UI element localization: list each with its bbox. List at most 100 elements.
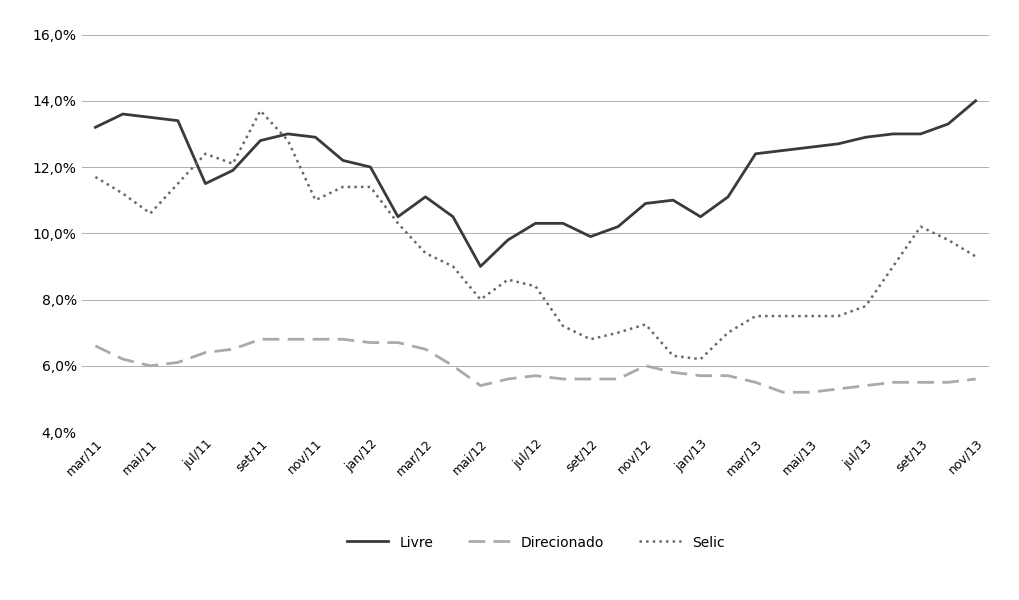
Selic: [529, 283, 541, 290]
Direcionado: [144, 362, 156, 370]
Livre: [832, 140, 844, 148]
Selic: [199, 150, 211, 157]
Livre: [556, 220, 569, 227]
Line: Livre: Livre: [95, 101, 975, 266]
Selic: [666, 352, 679, 359]
Livre: [776, 147, 789, 154]
Selic: [694, 356, 706, 363]
Livre: [887, 130, 899, 137]
Selic: [89, 173, 101, 181]
Direcionado: [721, 372, 734, 379]
Livre: [529, 220, 541, 227]
Selic: [226, 160, 238, 167]
Livre: [804, 143, 816, 151]
Livre: [694, 213, 706, 220]
Direcionado: [336, 335, 348, 343]
Direcionado: [611, 376, 624, 383]
Direcionado: [639, 362, 651, 370]
Direcionado: [666, 369, 679, 376]
Selic: [749, 313, 761, 320]
Livre: [639, 200, 651, 207]
Livre: [721, 193, 734, 200]
Direcionado: [89, 342, 101, 349]
Selic: [832, 313, 844, 320]
Selic: [171, 180, 183, 187]
Livre: [501, 236, 514, 244]
Selic: [859, 302, 871, 310]
Direcionado: [887, 379, 899, 386]
Livre: [336, 157, 348, 164]
Livre: [309, 134, 321, 141]
Direcionado: [474, 382, 486, 389]
Selic: [419, 250, 431, 257]
Direcionado: [804, 389, 816, 396]
Livre: [942, 121, 954, 128]
Direcionado: [254, 335, 266, 343]
Direcionado: [309, 335, 321, 343]
Livre: [281, 130, 293, 137]
Direcionado: [501, 376, 514, 383]
Selic: [474, 296, 486, 303]
Selic: [804, 313, 816, 320]
Selic: [584, 335, 596, 343]
Livre: [446, 213, 459, 220]
Livre: [144, 114, 156, 121]
Direcionado: [859, 382, 871, 389]
Direcionado: [529, 372, 541, 379]
Direcionado: [584, 376, 596, 383]
Selic: [446, 263, 459, 270]
Direcionado: [364, 339, 376, 346]
Direcionado: [171, 359, 183, 366]
Selic: [501, 276, 514, 283]
Selic: [309, 197, 321, 204]
Selic: [942, 236, 954, 244]
Livre: [364, 163, 376, 170]
Selic: [364, 184, 376, 191]
Direcionado: [969, 376, 981, 383]
Direcionado: [914, 379, 926, 386]
Selic: [336, 184, 348, 191]
Selic: [721, 329, 734, 336]
Selic: [639, 321, 651, 328]
Livre: [391, 213, 404, 220]
Direcionado: [116, 356, 128, 363]
Direcionado: [226, 346, 238, 353]
Livre: [226, 167, 238, 174]
Direcionado: [391, 339, 404, 346]
Selic: [391, 220, 404, 227]
Livre: [171, 117, 183, 124]
Livre: [584, 233, 596, 240]
Legend: Livre, Direcionado, Selic: Livre, Direcionado, Selic: [340, 530, 730, 556]
Selic: [281, 137, 293, 144]
Selic: [776, 313, 789, 320]
Line: Direcionado: Direcionado: [95, 339, 975, 392]
Livre: [914, 130, 926, 137]
Livre: [254, 137, 266, 144]
Direcionado: [556, 376, 569, 383]
Livre: [199, 180, 211, 187]
Livre: [419, 193, 431, 200]
Livre: [611, 223, 624, 230]
Livre: [116, 110, 128, 118]
Selic: [144, 210, 156, 217]
Livre: [749, 150, 761, 157]
Livre: [666, 197, 679, 204]
Selic: [887, 263, 899, 270]
Direcionado: [446, 362, 459, 370]
Livre: [89, 124, 101, 131]
Selic: [556, 322, 569, 329]
Direcionado: [281, 335, 293, 343]
Livre: [969, 97, 981, 104]
Direcionado: [694, 372, 706, 379]
Direcionado: [832, 385, 844, 392]
Direcionado: [776, 389, 789, 396]
Selic: [611, 329, 624, 336]
Direcionado: [942, 379, 954, 386]
Selic: [254, 107, 266, 115]
Direcionado: [749, 379, 761, 386]
Direcionado: [199, 349, 211, 356]
Livre: [474, 263, 486, 270]
Livre: [859, 134, 871, 141]
Line: Selic: Selic: [95, 111, 975, 359]
Direcionado: [419, 346, 431, 353]
